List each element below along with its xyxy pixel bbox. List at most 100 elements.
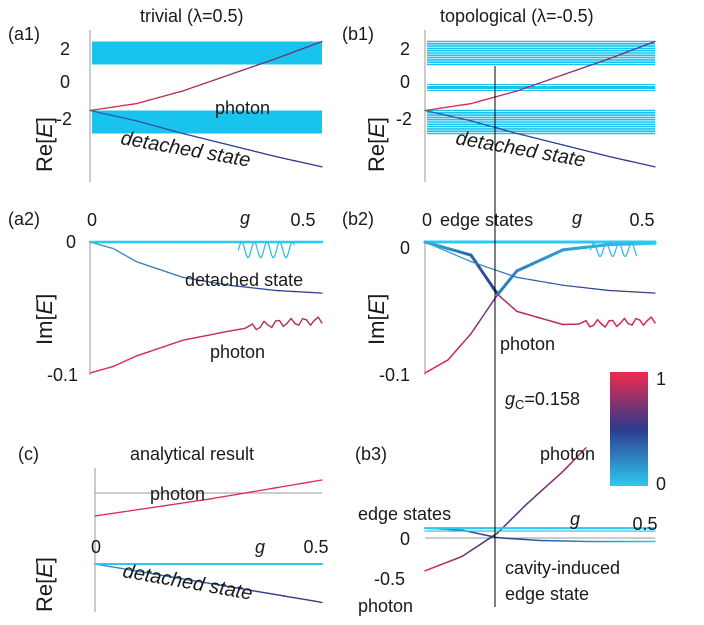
a2-photon-segment — [286, 317, 292, 324]
b1-photon-segment — [627, 49, 633, 53]
a2-detached-state-segment — [124, 254, 130, 258]
panel-label-b3: (b3) — [355, 444, 387, 464]
b2-photon-segment — [474, 321, 480, 329]
a1-detached-state-segment — [116, 115, 122, 119]
a1-photon-segment — [251, 64, 257, 68]
b1-detached-state-segment — [558, 143, 564, 146]
tick-a2-y-0: 0 — [66, 232, 76, 252]
b1-photon-segment — [639, 45, 645, 48]
b1-detached-state-segment — [474, 121, 480, 124]
b2-detached-state-segment — [466, 259, 472, 263]
a1-detached-state-segment — [186, 133, 192, 137]
a2-photon-segment — [259, 320, 265, 329]
a2-photon-segment — [278, 319, 285, 328]
a2-detached-state-segment — [100, 244, 107, 248]
a1-detached-state-segment — [189, 134, 196, 138]
b2-photon-segment — [631, 317, 637, 326]
a2-photon-segment — [290, 317, 296, 325]
b1-detached-state-segment — [646, 164, 652, 167]
tick-b2-x-0: 0 — [422, 210, 432, 230]
b2-ripple-segment — [635, 253, 638, 257]
a1-photon-segment — [128, 103, 134, 106]
b1-detached-state-segment — [458, 117, 464, 120]
a1-photon-segment — [213, 78, 219, 81]
annotation-photon-b2: photon — [500, 334, 555, 354]
annotation-detached-c: detached state — [121, 560, 254, 604]
b2-detached-state-segment — [550, 282, 556, 285]
b2-detached-state-segment — [504, 272, 510, 276]
a2-photon-segment — [282, 322, 288, 328]
b1-photon-segment — [619, 52, 625, 56]
annotation-photon-a2: photon — [210, 342, 265, 362]
a1-photon-segment — [282, 53, 288, 57]
a2-ripple-segment — [243, 246, 246, 252]
b2-detached-state-segment — [478, 263, 484, 267]
a1-detached-state-segment — [247, 149, 254, 152]
b2-photon-segment — [600, 323, 606, 328]
a2-detached-state-segment — [162, 270, 168, 273]
a1-photon-segment — [220, 75, 226, 79]
a2-ripple-segment — [237, 245, 241, 251]
a1-detached-state-segment — [124, 117, 130, 120]
a2-detached-state-segment — [186, 277, 192, 280]
a1-detached-state-segment — [139, 121, 145, 124]
a1-photon-segment — [162, 94, 168, 97]
a1-photon-segment — [263, 60, 269, 64]
b1-photon-segment — [585, 64, 591, 68]
a1-detached-state-segment — [232, 145, 238, 148]
a1-photon-segment — [178, 90, 184, 93]
b1-detached-state-segment — [570, 146, 576, 149]
tick-a2-y-m01: -0.1 — [47, 365, 78, 385]
b1-photon-segment — [593, 62, 599, 65]
b2-detached-state-segment — [439, 247, 445, 251]
a2-detached-state-segment — [112, 247, 118, 252]
b2-photon-segment — [650, 316, 656, 324]
a1-detached-state-segment — [120, 116, 126, 119]
a1-detached-state-segment — [251, 150, 257, 153]
a2-ripple-segment — [249, 248, 253, 253]
a2-ripple-segment — [269, 248, 272, 254]
b1-detached-state-segment — [600, 153, 606, 157]
a1-photon-segment — [271, 58, 277, 61]
a2-photon-segment — [120, 360, 126, 364]
b2-detached-state-segment — [424, 241, 430, 245]
title-b1: topological (λ=-0.5) — [440, 6, 594, 26]
annotation-edge-b3: edge states — [358, 504, 451, 524]
a1-photon-segment — [155, 96, 161, 99]
a1-detached-state-segment — [309, 163, 315, 166]
b1-detached-state-segment — [428, 110, 434, 113]
a1-detached-state-segment — [128, 118, 134, 121]
a2-photon-segment — [251, 323, 257, 331]
a1-detached-state-segment — [166, 128, 172, 131]
a2-detached-state-segment — [131, 258, 138, 263]
b1-photon-segment — [524, 86, 530, 89]
tick-b1-y-m2: -2 — [396, 109, 412, 129]
a2-detached-state-segment — [93, 242, 99, 245]
a1-photon-segment — [131, 102, 138, 105]
a1-detached-state-segment — [182, 132, 188, 136]
a2-detached-state-segment — [205, 280, 211, 283]
a1-detached-state-segment — [271, 154, 277, 158]
a1-photon-segment — [305, 45, 312, 48]
b2-detached-state-segment — [520, 277, 526, 280]
colorbar-min-label: 0 — [656, 474, 666, 494]
b1-photon-segment — [531, 83, 537, 87]
a1-photon-segment — [274, 56, 281, 60]
a1-photon-segment — [255, 63, 261, 67]
panel-label-c: (c) — [18, 444, 39, 464]
b1-detached-state-segment — [439, 113, 445, 116]
a1-bulk-band — [92, 41, 322, 65]
a2-photon-segment — [305, 319, 312, 326]
a2-detached-state-segment — [197, 279, 203, 282]
b1-detached-state-segment — [512, 131, 518, 135]
b2-detached-state-segment — [497, 270, 503, 273]
a2-detached-state-segment — [147, 264, 153, 268]
b1-detached-state-segment — [424, 109, 430, 113]
b1-detached-state-segment — [435, 112, 441, 115]
b2-photon-segment — [508, 303, 514, 309]
b1-detached-state-segment — [478, 122, 484, 125]
b1-photon-segment — [543, 79, 549, 83]
b2-photon-segment — [642, 319, 649, 326]
a1-detached-state-segment — [209, 139, 215, 142]
